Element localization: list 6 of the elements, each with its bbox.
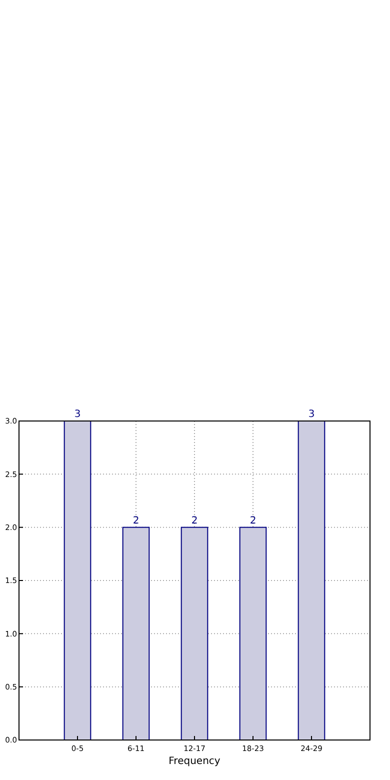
data-label: 3	[74, 409, 81, 420]
x-axis-title: Frequency	[168, 756, 220, 767]
data-label: 2	[250, 515, 256, 526]
data-label: 3	[308, 409, 315, 420]
data-label: 2	[132, 515, 140, 526]
data-label: 2	[191, 515, 198, 526]
